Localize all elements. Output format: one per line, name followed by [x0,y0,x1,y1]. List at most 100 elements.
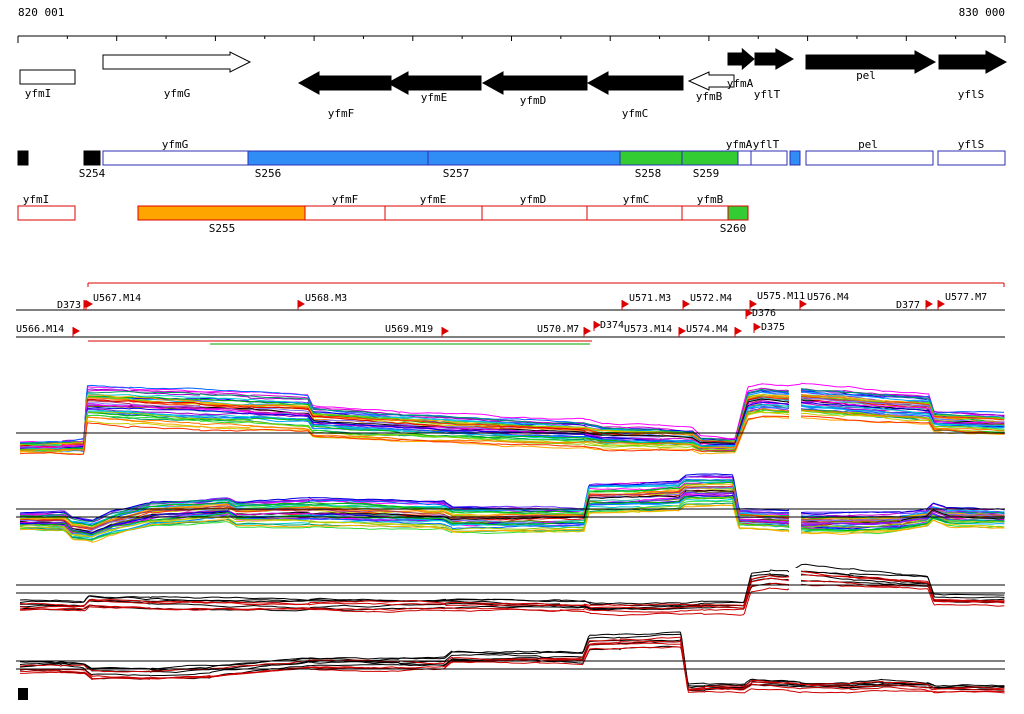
primer-flag-icon[interactable] [679,327,686,335]
segment-S257[interactable] [427,150,621,166]
primer-flag-icon[interactable] [622,300,629,308]
track-start-marker [18,688,28,700]
primer-flag-icon[interactable] [746,309,753,317]
primer-flag-icon[interactable] [938,300,945,308]
primer-U572.M4[interactable]: U572.M4 [682,293,732,310]
expression-profile-track-1-trace [19,416,1005,455]
primer-flag-icon[interactable] [86,300,93,308]
segment-yfmI[interactable] [17,205,76,221]
segment-S258[interactable] [619,150,683,166]
segment-label-S254: S254 [79,167,106,180]
primer-label-U575.M11[interactable]: U575.M11 [757,291,805,302]
primer-label-U572.M4[interactable]: U572.M4 [690,293,732,304]
segment-block[interactable] [17,150,29,166]
gene-yfmE: yfmE [386,71,482,104]
gene-body-yfmI[interactable] [19,69,76,85]
gene-arrow-yfmC[interactable] [586,71,684,95]
primer-label-U568.M3[interactable]: U568.M3 [305,293,347,304]
gene-label-yfmC: yfmC [622,107,649,120]
primer-label-U570.M7[interactable]: U570.M7 [537,324,579,335]
gene-arrow-yfmA[interactable] [727,47,755,71]
primer-U566.M14[interactable]: U566.M14 [16,324,80,337]
ratio-track-2-trace [19,642,1005,694]
gene-arrow-yfmG[interactable] [102,51,252,73]
primer-D375[interactable]: D375 [753,322,785,333]
gene-label-yfmF: yfmF [328,107,355,120]
primer-label-D374[interactable]: D374 [600,320,624,331]
primer-D376[interactable]: D376 [745,308,776,319]
segment-yfmF[interactable] [304,205,386,221]
primer-U571.M3[interactable]: U571.M3 [621,293,671,310]
segment-yfmE[interactable] [384,205,483,221]
primer-label-U576.M4[interactable]: U576.M4 [807,292,849,303]
primer-flag-icon[interactable] [735,327,742,335]
segment-yfmC[interactable] [586,205,683,221]
ratio-track-1-trace [19,563,1005,607]
primer-flag-icon[interactable] [800,300,807,308]
gene-arrow-yfmF[interactable] [297,71,392,95]
ratio-track-1-gap [789,568,801,628]
primer-U568.M3[interactable]: U568.M3 [297,293,347,310]
primer-label-U569.M19[interactable]: U569.M19 [385,324,433,335]
gene-yfmC: yfmC [586,71,684,120]
primer-flag-icon[interactable] [594,321,601,329]
segment-S256[interactable] [247,150,429,166]
expression-profile-track-1 [16,382,1005,458]
gene-arrow-yfmD[interactable] [481,71,588,95]
primer-label-U566.M14[interactable]: U566.M14 [16,324,64,335]
segment-yfmD[interactable] [481,205,588,221]
primer-label-D377[interactable]: D377 [896,300,920,311]
segment-yflT[interactable] [750,150,788,166]
gene-yfmF: yfmF [297,71,392,120]
primer-U567.M14[interactable]: U567.M14 [85,293,141,310]
ratio-track-2 [16,631,1005,700]
segment-S255[interactable] [137,205,306,221]
primer-flag-icon[interactable] [584,327,591,335]
primer-flag-icon[interactable] [926,300,933,308]
primer-flag-icon[interactable] [754,323,761,331]
segment-label-S255: S255 [209,222,236,235]
primer-flag-icon[interactable] [73,327,80,335]
gene-arrow-yfmE[interactable] [386,71,482,95]
expression-profile-track-1-gap [789,386,801,458]
primer-U569.M19[interactable]: U569.M19 [385,324,449,337]
primer-flag-icon[interactable] [298,300,305,308]
primer-label-U573.M14[interactable]: U573.M14 [624,324,672,335]
expression-profile-track-1-trace [19,409,1005,452]
segment-yflS[interactable] [937,150,1006,166]
gene-arrow-yfmB[interactable] [687,71,735,91]
primer-D374[interactable]: D374 [593,320,624,331]
expression-profile-track-1-trace [19,408,1005,451]
gene-arrow-yflS[interactable] [938,50,1008,74]
primer-label-U574.M4[interactable]: U574.M4 [686,324,728,335]
primer-label-U567.M14[interactable]: U567.M14 [93,293,141,304]
expression-profile-track-2-trace [19,504,1005,543]
primer-label-D376[interactable]: D376 [752,308,776,319]
segment-pel[interactable] [805,150,934,166]
gene-arrow-pel[interactable] [805,50,937,74]
primer-flag-icon[interactable] [683,300,690,308]
primer-label-U577.M7[interactable]: U577.M7 [945,292,987,303]
primer-U576.M4[interactable]: U576.M4 [799,292,849,310]
segment-row-1: S254 yfmG S256 S257 S258 S259 yfmA yflT pel yflS [17,138,1006,180]
segment-label-yfmI: yfmI [23,193,50,206]
gene-arrow-yflT[interactable] [754,48,794,70]
primer-U570.M7[interactable]: U570.M7 [537,324,591,337]
segment-S254[interactable] [83,150,101,166]
primer-U577.M7[interactable]: U577.M7 [937,292,987,310]
primer-flag-icon[interactable] [442,327,449,335]
primer-D377[interactable]: D377 [896,300,933,311]
primer-U574.M4[interactable]: U574.M4 [686,324,742,337]
segment-yfmG[interactable] [102,150,249,166]
primer-flag-icon[interactable] [750,300,757,308]
primer-U575.M11[interactable]: U575.M11 [749,291,805,310]
segment-block[interactable] [789,150,801,166]
primer-label-U571.M3[interactable]: U571.M3 [629,293,671,304]
segment-S260[interactable] [727,205,749,221]
primer-label-D373[interactable]: D373 [57,300,81,311]
expression-profile-track-1-trace [19,415,1005,456]
segment-yfmA[interactable] [737,150,752,166]
primer-label-D375[interactable]: D375 [761,322,785,333]
segment-S259[interactable] [681,150,739,166]
primer-U573.M14[interactable]: U573.M14 [624,324,686,337]
